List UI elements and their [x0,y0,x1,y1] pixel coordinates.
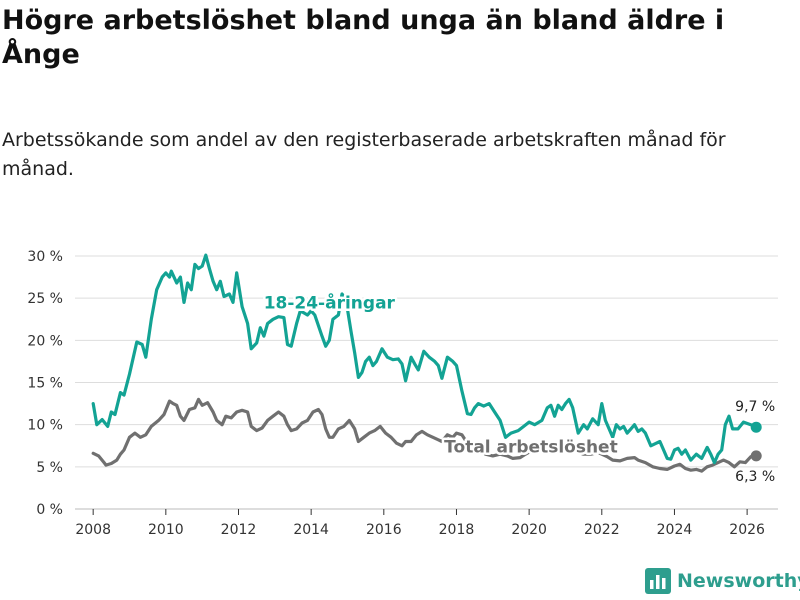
brand-name: Newsworthy [677,570,800,592]
y-tick-label: 5 % [36,460,63,476]
y-tick-label: 25 % [27,291,63,307]
x-axis: 2008 2010 2012 2014 2016 2018 2020 2022 2024 2026 [75,509,765,538]
chart-title: Högre arbetslöshet bland unga än bland ä… [2,5,725,70]
total-series-label: Total arbetslöshet [444,438,618,458]
y-tick-label: 15 % [27,376,63,392]
total-end-value-label: 6,3 % [735,469,775,485]
x-tick-label: 2020 [511,522,547,538]
total-series-label-halo: Total arbetslöshet [444,438,618,458]
x-tick-label: 2018 [439,522,475,538]
x-tick-label: 2022 [584,522,620,538]
total-end-marker [750,450,762,462]
x-tick-label: 2010 [148,522,184,538]
y-tick-label: 30 % [27,249,63,265]
youth-series-label: 18-24-åringar [264,291,396,313]
x-tick-label: 2026 [729,522,765,538]
grid-layer: 0 % 5 % 10 % 15 % 20 % 25 % 30 % [27,249,778,518]
youth-series-line [91,253,758,465]
x-tick-label: 2012 [221,522,257,538]
y-tick-label: 10 % [27,418,63,434]
chart-subtitle: Arbetssökande som andel av den registerb… [2,129,726,180]
y-tick-label: 0 % [36,502,63,518]
series-layer [91,253,762,473]
x-tick-label: 2016 [366,522,402,538]
x-tick-label: 2024 [657,522,693,538]
y-tick-label: 20 % [27,333,63,349]
total-series-line [91,397,758,473]
x-tick-label: 2008 [75,522,111,538]
bar-chart-logo-icon [645,568,671,594]
youth-series-label-halo: 18-24-åringar [264,291,396,313]
youth-end-marker [750,421,762,433]
youth-end-value-label: 9,7 % [735,399,775,415]
x-tick-label: 2014 [293,522,329,538]
brand-logo[interactable]: Newsworthy [645,568,800,594]
